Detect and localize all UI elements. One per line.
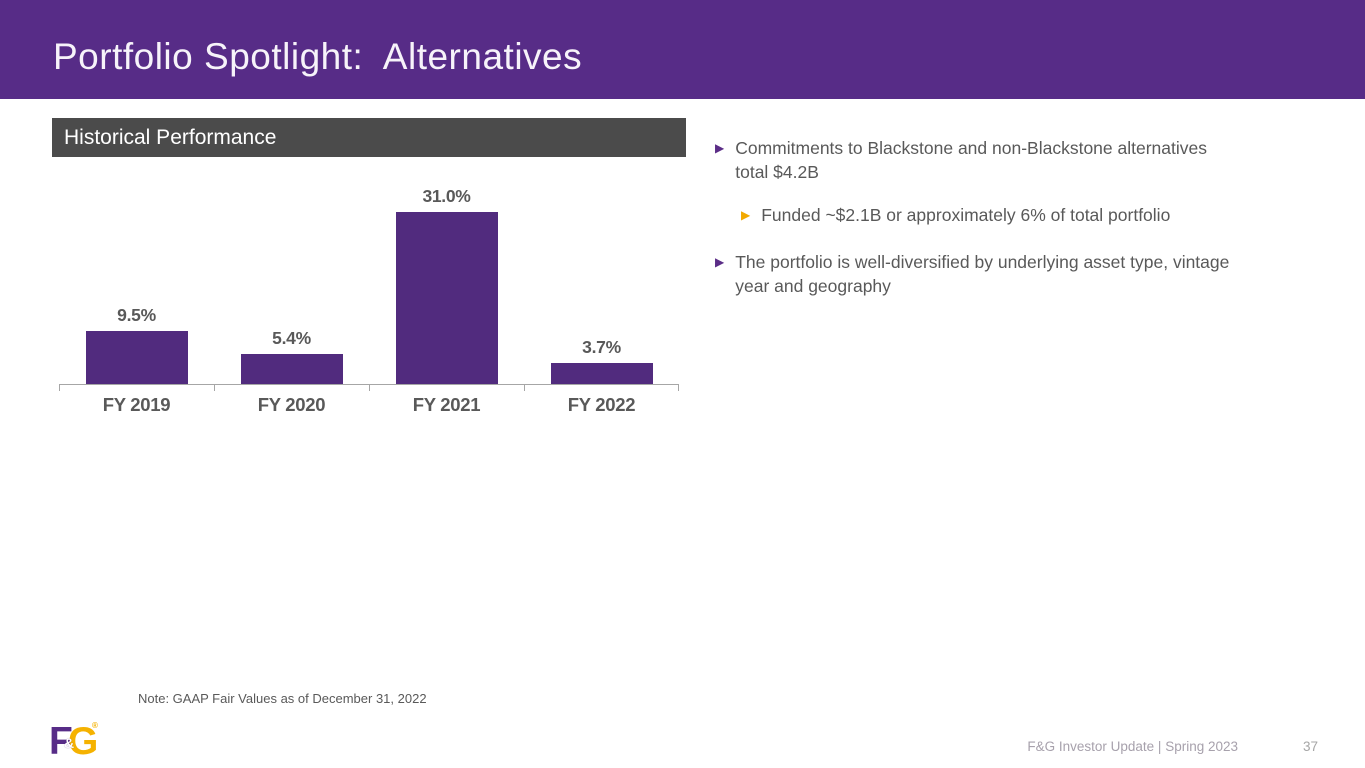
bar [395, 212, 498, 384]
bullet-list: ▶ Commitments to Blackstone and non-Black… [715, 136, 1315, 317]
fg-logo: F G & ® [49, 720, 105, 763]
x-axis-tick [524, 385, 525, 391]
x-axis-category-label: FY 2020 [257, 394, 326, 415]
bullet-item-2: ▶ The portfolio is well-diversified by un… [715, 250, 1315, 298]
bar-chart-plot: FY 2019 9.5% FY 2020 5.4% FY 2021 31.0% FY 202… [59, 180, 679, 415]
bullet-text: Funded ~$2.1B or approximately 6% of tot… [761, 205, 1171, 225]
bullet-arrow-icon: ▶ [741, 208, 751, 222]
section-header-bar: Historical Performance [52, 118, 686, 157]
x-axis-tick [214, 385, 215, 391]
x-axis-category-label: FY 2022 [567, 394, 636, 415]
bullet-item-0: ▶ Commitments to Blackstone and non-Black… [715, 136, 1315, 184]
bar [240, 354, 343, 384]
bar-value-label: 5.4% [272, 328, 311, 348]
bullet-text: The portfolio is well-diversified by und… [735, 252, 1230, 296]
page-number: 37 [1303, 739, 1319, 754]
bar-column-fy-2019: 9.5% [59, 180, 214, 384]
bar-column-fy-2020: 5.4% [214, 180, 369, 384]
bullet-text: Commitments to Blackstone and non-Blacks… [735, 138, 1207, 182]
x-axis-tick [59, 385, 60, 391]
bullet-arrow-icon: ▶ [715, 141, 725, 155]
x-axis-category-label: FY 2021 [412, 394, 481, 415]
bullet-arrow-icon: ▶ [715, 255, 725, 269]
bar-value-label: 31.0% [422, 186, 471, 206]
bar-column-fy-2021: 31.0% [369, 180, 524, 384]
logo-letter-f: F [49, 720, 73, 763]
registered-trademark-icon: ® [92, 721, 98, 730]
bar [550, 363, 653, 384]
x-axis-tick [369, 385, 370, 391]
logo-letter-g: G [68, 720, 98, 763]
bar-value-label: 3.7% [582, 337, 621, 357]
footnote: Note: GAAP Fair Values as of December 31… [138, 691, 427, 706]
bar-column-fy-2022: 3.7% [524, 180, 679, 384]
section-title: Historical Performance [64, 125, 277, 149]
slide-title: Portfolio Spotlight: Alternatives [53, 36, 583, 77]
bar-value-label: 9.5% [117, 305, 156, 325]
footer-text: F&G Investor Update | Spring 2023 [1027, 739, 1238, 754]
x-axis-tick [678, 385, 679, 391]
logo-ampersand: & [64, 735, 75, 751]
x-axis-category-label: FY 2019 [102, 394, 171, 415]
bullet-item-1: ▶ Funded ~$2.1B or approximately 6% of to… [741, 203, 1315, 227]
bar [85, 331, 188, 384]
title-band: Portfolio Spotlight: Alternatives [0, 0, 1365, 99]
